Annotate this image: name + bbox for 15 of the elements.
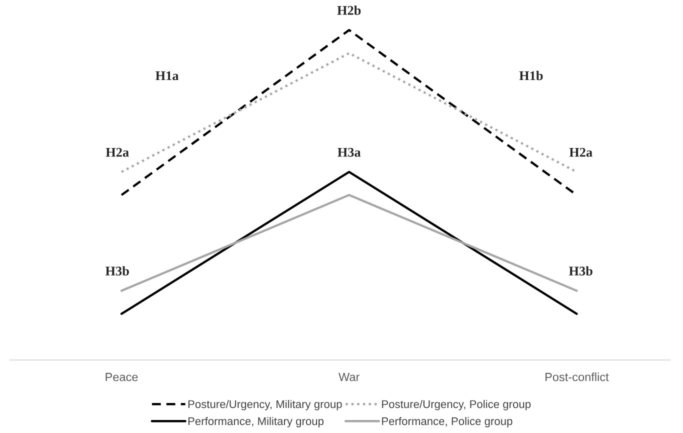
annotation: H3b [568, 266, 592, 276]
annotation: H1a [156, 71, 179, 80]
x-tick-label: Peace [106, 372, 138, 382]
x-tick-label: War [338, 372, 360, 382]
legend-label: Posture/Urgency, Police group [382, 400, 531, 410]
annotation: H2b [337, 6, 361, 15]
x-tick-label: Post-conflict [546, 372, 609, 382]
legend-label: Performance, Police group [382, 416, 512, 428]
annotation: H3b [105, 266, 129, 276]
annotation: H3a [338, 148, 361, 157]
annotation: H1b [519, 70, 543, 80]
annotation: H2a [569, 148, 592, 157]
legend-label: Posture/Urgency, Military group [188, 400, 342, 410]
legend-label: Performance, Military group [188, 416, 324, 428]
annotation: H2a [106, 148, 129, 157]
